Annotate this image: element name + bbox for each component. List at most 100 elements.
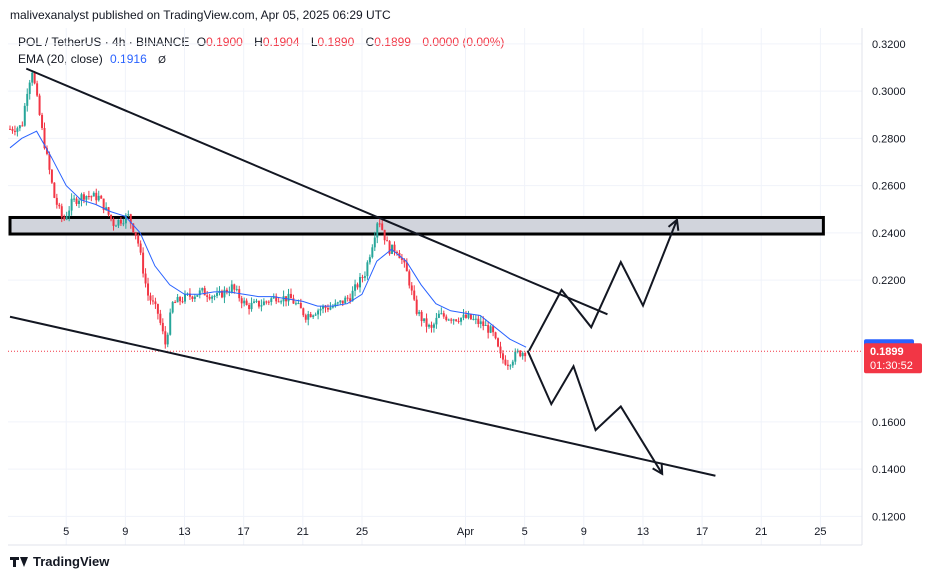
candle-body [292, 298, 295, 304]
candle-body [442, 313, 445, 317]
candle-body [100, 195, 103, 199]
candle-body [400, 258, 403, 260]
projections [526, 217, 680, 476]
ema-value: 0.1916 [110, 52, 147, 66]
candle-body [430, 324, 433, 328]
tradingview-logo-text: TradingView [33, 554, 110, 569]
candle-body [73, 198, 76, 200]
candle-body [48, 153, 51, 170]
candle-body [201, 288, 204, 291]
candle-body [11, 128, 14, 131]
candle-body [317, 310, 320, 315]
candle-body [110, 214, 113, 220]
candle-body [472, 318, 475, 320]
candle-body [420, 311, 423, 322]
candle-body [460, 317, 463, 322]
candle-body [452, 319, 455, 321]
candle-body [240, 298, 243, 304]
candle-body [58, 204, 61, 207]
candle-body [255, 300, 258, 302]
tradingview-logo[interactable]: TradingView [10, 554, 109, 569]
x-tick-label: 21 [297, 526, 309, 538]
candle-body [248, 305, 251, 310]
candle-body [511, 361, 514, 366]
projection-up [528, 219, 678, 352]
candle-body [53, 182, 56, 198]
candle-body [319, 308, 322, 311]
candle-body [499, 346, 502, 354]
ema-line [9, 130, 527, 348]
symbol-name[interactable]: POL / TetherUS · 4h · BINANCE [18, 35, 190, 49]
candle-body [95, 192, 98, 201]
candle-body [203, 288, 206, 296]
candle-body [403, 259, 406, 263]
candle-body [36, 83, 39, 96]
candle-body [383, 229, 386, 241]
candle-body [307, 314, 310, 320]
candle-body [272, 296, 275, 299]
candle-body [361, 277, 364, 279]
price-axis: 0.3200 0.3000 0.2800 0.2600 0.2400 0.2200 0.16… [872, 39, 906, 524]
candle-body [188, 293, 191, 297]
candle-body [43, 127, 46, 149]
ohlc-open: O0.1900 [196, 35, 243, 49]
candle-body [418, 311, 421, 314]
candle-body [21, 125, 24, 127]
candle-body [373, 237, 376, 248]
candle-body [299, 303, 302, 309]
candle-body [243, 300, 246, 304]
candle-body [18, 125, 21, 129]
candle-body [322, 306, 325, 309]
x-tick-label: 13 [178, 526, 190, 538]
candle-body [181, 301, 184, 303]
candle-body [262, 301, 265, 306]
candle-body [132, 223, 135, 233]
x-tick-label: 13 [637, 526, 649, 538]
candle-body [482, 321, 485, 326]
ohlc-close: C0.1899 [365, 35, 411, 49]
y-tick-label: 0.3200 [872, 39, 906, 51]
trendlines [9, 67, 716, 477]
candle-body [142, 252, 145, 274]
candle-body [127, 214, 130, 216]
x-tick-label: Apr [457, 526, 474, 538]
candle-body [289, 293, 292, 299]
candle-body [304, 315, 307, 320]
y-tick-label: 0.2200 [872, 275, 906, 287]
candle-body [129, 214, 132, 224]
last-price-text: 0.1899 [870, 346, 904, 358]
candle-body [253, 301, 256, 303]
candle-body [102, 198, 105, 211]
candle-body [393, 244, 396, 252]
ohlc-high: H0.1904 [254, 35, 300, 49]
candle-body [326, 307, 329, 310]
candle-body [223, 289, 226, 298]
candle-body [97, 195, 100, 201]
candle-body [509, 365, 512, 367]
candle-body [191, 296, 194, 299]
candle-body [280, 301, 283, 303]
candle-body [334, 303, 337, 307]
candle-body [235, 289, 238, 291]
ema-legend[interactable]: EMA (20, close) 0.1916 Ø [18, 52, 170, 66]
candle-body [208, 297, 211, 299]
candle-body [154, 301, 157, 305]
projection-down [526, 350, 664, 475]
candle-body [484, 325, 487, 327]
tradingview-icon [10, 556, 28, 567]
candle-body [376, 223, 379, 238]
candle-body [363, 276, 366, 278]
candle-body [63, 217, 66, 220]
x-tick-label: 21 [755, 526, 767, 538]
y-tick-label: 0.1400 [872, 464, 906, 476]
candle-body [492, 326, 495, 333]
candle-body [139, 243, 142, 253]
resistance-zone [8, 215, 825, 236]
time-axis: 5 9 13 17 21 25 Apr 5 9 13 17 21 25 [63, 526, 826, 538]
candle-body [477, 318, 480, 324]
candle-body [80, 194, 83, 201]
candle-body [432, 324, 435, 328]
candle-body [423, 318, 426, 322]
candle-body [467, 314, 470, 318]
